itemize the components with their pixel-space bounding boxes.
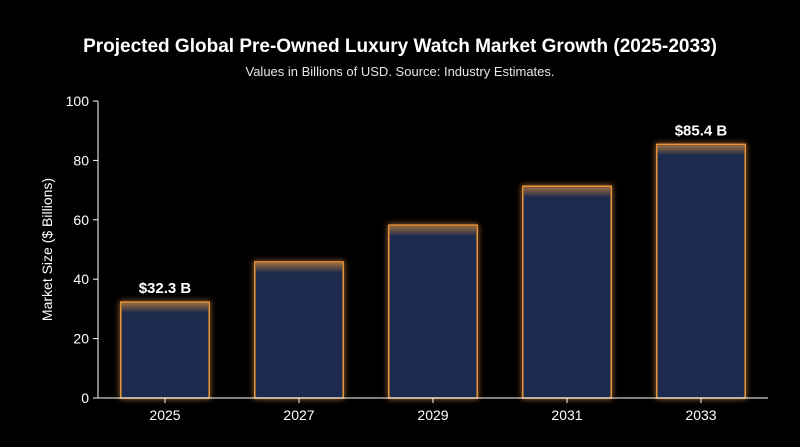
y-tick-label: 40	[73, 271, 89, 287]
x-tick-label: 2033	[685, 407, 716, 423]
x-tick-label: 2025	[149, 407, 180, 423]
y-tick-label: 20	[73, 331, 89, 347]
bar-2025	[120, 301, 210, 399]
y-tick-label: 60	[73, 212, 89, 228]
bar-top-glow-2033	[657, 145, 745, 156]
data-labels: $32.3 B $85.4 B	[139, 122, 728, 297]
chart-title: Projected Global Pre-Owned Luxury Watch …	[83, 36, 717, 57]
chart-subtitle: Values in Billions of USD. Source: Indus…	[245, 64, 555, 79]
bar-2027	[254, 261, 344, 399]
y-tick-label: 80	[73, 152, 89, 168]
data-label: $85.4 B	[675, 122, 728, 139]
bar-top-glow-2027	[255, 262, 343, 273]
bar-top-glow-2025	[121, 303, 209, 314]
bar-2033	[656, 143, 746, 399]
data-label: $32.3 B	[139, 280, 192, 297]
x-tick-label: 2027	[283, 407, 314, 423]
y-tick-label: 0	[81, 390, 89, 406]
y-axis-label: Market Size ($ Billions)	[39, 178, 55, 321]
x-axis-ticks: 2025 2027 2029 2031 2033	[149, 398, 717, 423]
bars	[120, 143, 746, 399]
bar-top-glow-2029	[389, 226, 477, 237]
x-tick-label: 2031	[551, 407, 582, 423]
bar-top-glow-2031	[523, 187, 611, 198]
y-axis-ticks: 0 20 40 60 80 100	[66, 93, 98, 406]
y-tick-label: 100	[66, 93, 90, 109]
bar-2029	[388, 224, 478, 399]
x-tick-label: 2029	[417, 407, 448, 423]
bar-2031	[522, 185, 612, 399]
